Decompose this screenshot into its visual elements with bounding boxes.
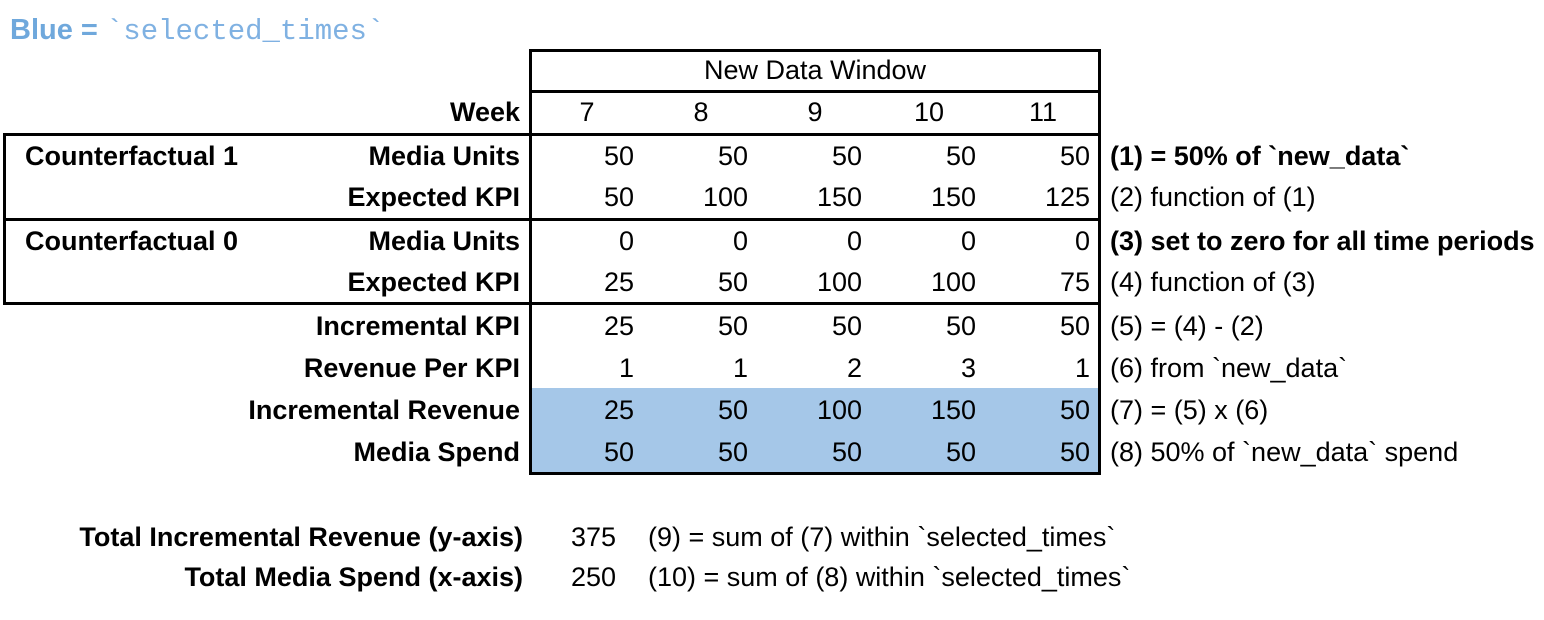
data-cell: 125: [1044, 182, 1090, 212]
data-cell: 50: [945, 141, 976, 171]
total-annotation-9: (9) = sum of (7) within `selected_times`: [648, 522, 1116, 552]
data-cell-highlighted: 50: [603, 437, 634, 467]
legend-code: `selected_times`: [105, 15, 385, 48]
table-line-under-title: [529, 90, 1101, 93]
row-annotation-4: (4) function of (3): [1110, 267, 1316, 297]
data-cell: 0: [960, 226, 976, 256]
total-media-spend-value: 250: [571, 562, 617, 592]
row-annotation-7: (7) = (5) x (6): [1110, 395, 1269, 425]
group-label-counterfactual-0: Counterfactual 0: [25, 226, 239, 256]
total-incremental-revenue-label: Total Incremental Revenue (y-axis): [79, 522, 523, 552]
week-label: Week: [449, 97, 520, 127]
data-cell: 100: [930, 267, 976, 297]
data-cell: 50: [831, 311, 862, 341]
row-label: Media Units: [368, 141, 520, 171]
data-cell: 1: [732, 353, 748, 383]
table-line-under-week: [3, 133, 1101, 136]
data-cell: 0: [846, 226, 862, 256]
table-title: New Data Window: [703, 55, 927, 85]
row-label: Expected KPI: [347, 267, 520, 297]
data-cell: 150: [816, 182, 862, 212]
data-cell: 3: [960, 353, 976, 383]
week-header: 8: [693, 97, 709, 127]
data-cell: 0: [1074, 226, 1090, 256]
data-cell: 25: [603, 267, 634, 297]
data-cell: 75: [1059, 267, 1090, 297]
data-cell: 1: [618, 353, 634, 383]
row-annotation-6: (6) from `new_data`: [1110, 353, 1348, 383]
row-annotation-3: (3) set to zero for all time periods: [1110, 226, 1535, 256]
week-header: 7: [579, 97, 595, 127]
data-cell: 1: [1074, 353, 1090, 383]
data-cell: 50: [717, 141, 748, 171]
data-cell: 50: [1059, 141, 1090, 171]
total-annotation-10: (10) = sum of (8) within `selected_times…: [648, 562, 1131, 592]
table-line-between-counterfactuals: [3, 218, 1101, 221]
data-cell-highlighted: 50: [945, 437, 976, 467]
total-media-spend-label: Total Media Spend (x-axis): [184, 562, 523, 592]
data-cell: 25: [603, 311, 634, 341]
selected-times-highlight: [532, 388, 1098, 473]
row-annotation-8: (8) 50% of `new_data` spend: [1110, 437, 1459, 467]
data-cell: 100: [702, 182, 748, 212]
row-label: Incremental Revenue: [248, 395, 520, 425]
row-label: Incremental KPI: [315, 311, 520, 341]
legend: Blue = `selected_times`: [10, 12, 384, 48]
row-label: Expected KPI: [347, 182, 520, 212]
week-header: 9: [807, 97, 823, 127]
data-cell: 50: [717, 311, 748, 341]
week-header: 10: [913, 97, 945, 127]
data-cell-highlighted: 50: [717, 395, 748, 425]
data-cell-highlighted: 50: [717, 437, 748, 467]
data-cell-highlighted: 150: [930, 395, 976, 425]
legend-prefix: Blue =: [10, 14, 106, 46]
data-cell-highlighted: 50: [1059, 437, 1090, 467]
table-line-under-counterfactual0: [3, 302, 1101, 305]
data-table-outline: [529, 49, 1101, 475]
data-cell: 50: [603, 182, 634, 212]
data-cell: 2: [846, 353, 862, 383]
data-cell-highlighted: 100: [816, 395, 862, 425]
row-label: Media Units: [368, 226, 520, 256]
group-box-left-border: [3, 133, 6, 305]
data-cell: 150: [930, 182, 976, 212]
row-annotation-1: (1) = 50% of `new_data`: [1110, 141, 1410, 171]
data-cell-highlighted: 50: [1059, 395, 1090, 425]
row-label: Revenue Per KPI: [303, 353, 520, 383]
data-cell: 50: [603, 141, 634, 171]
data-cell: 100: [816, 267, 862, 297]
data-cell: 50: [1059, 311, 1090, 341]
row-label: Media Spend: [353, 437, 520, 467]
data-cell: 50: [831, 141, 862, 171]
week-header: 11: [1028, 97, 1058, 127]
data-cell-highlighted: 50: [831, 437, 862, 467]
data-cell: 50: [945, 311, 976, 341]
total-incremental-revenue-value: 375: [571, 522, 617, 552]
data-cell: 0: [618, 226, 634, 256]
data-cell-highlighted: 25: [603, 395, 634, 425]
data-cell: 50: [717, 267, 748, 297]
row-annotation-2: (2) function of (1): [1110, 182, 1316, 212]
row-annotation-5: (5) = (4) - (2): [1110, 311, 1264, 341]
group-label-counterfactual-1: Counterfactual 1: [25, 141, 239, 171]
data-cell: 0: [732, 226, 748, 256]
